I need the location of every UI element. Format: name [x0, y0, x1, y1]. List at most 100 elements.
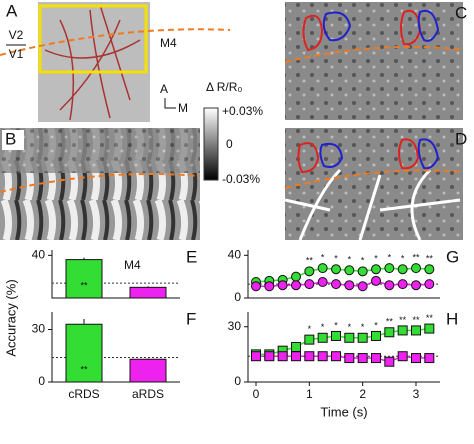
marker	[344, 265, 355, 276]
roi-blue	[319, 138, 440, 170]
significance: *	[374, 254, 378, 264]
marker	[397, 264, 408, 275]
marker	[384, 356, 395, 367]
x-tick-label: 3	[413, 387, 420, 401]
significance: **	[80, 280, 88, 290]
panel-letter: B	[5, 129, 16, 148]
significance: *	[321, 322, 325, 332]
significance: *	[308, 324, 312, 334]
marker	[291, 342, 301, 352]
marker	[304, 279, 315, 290]
border-line	[284, 169, 464, 189]
x-axis-label: Time (s)	[320, 404, 367, 419]
significance: **	[412, 253, 420, 263]
bar	[129, 286, 167, 299]
significance: *	[361, 322, 365, 332]
marker	[384, 280, 395, 291]
marker	[251, 351, 261, 362]
marker	[424, 279, 435, 290]
border-line	[0, 28, 231, 56]
significance: *	[334, 320, 338, 330]
bar	[129, 358, 167, 383]
panel-letter: D	[455, 129, 467, 148]
marker	[317, 277, 328, 287]
roi-box	[38, 4, 148, 74]
vessels	[44, 4, 141, 121]
marker	[424, 323, 435, 334]
x-tick-label: 1	[306, 387, 313, 401]
marker	[397, 351, 408, 362]
axis-a: A	[160, 82, 168, 96]
marker	[331, 264, 341, 275]
image-b-top	[0, 128, 200, 173]
axes	[247, 250, 440, 299]
marker	[411, 325, 421, 336]
marker	[344, 280, 355, 291]
marker	[331, 330, 341, 341]
marker	[331, 279, 341, 290]
marker	[277, 280, 288, 291]
significance: **	[80, 364, 88, 374]
significance: *	[388, 253, 392, 263]
panel-letter: G	[446, 247, 459, 266]
panel-letter: A	[6, 1, 18, 20]
bar	[65, 323, 103, 383]
significance: **	[426, 313, 434, 323]
marker	[371, 264, 381, 275]
significance: **	[412, 315, 420, 325]
v1-label: V1	[9, 47, 24, 61]
bar	[65, 259, 103, 299]
marker	[411, 353, 421, 364]
vessels	[284, 168, 461, 241]
y-tick-label: 0	[38, 374, 45, 388]
y-tick-label: 30	[228, 319, 242, 333]
marker	[411, 280, 421, 291]
marker	[304, 334, 315, 345]
colorbar-tick: 0	[226, 137, 233, 151]
panel-letter: E	[186, 247, 197, 266]
image-a	[38, 2, 150, 122]
axis-arrows	[164, 98, 176, 109]
colorbar-title: Δ R/R₀	[206, 80, 242, 94]
y-tick-label: 0	[234, 290, 241, 304]
roi-red	[302, 9, 422, 52]
roi-blue	[322, 9, 440, 42]
panel-letter: F	[186, 309, 196, 328]
significance: **	[386, 317, 394, 327]
marker	[357, 353, 368, 364]
marker	[357, 266, 368, 277]
colorbar-tick: +0.03%	[222, 104, 263, 118]
marker	[291, 271, 301, 282]
marker	[304, 351, 315, 362]
marker	[411, 263, 421, 274]
marker	[424, 353, 435, 364]
significance: *	[348, 322, 352, 332]
significance: **	[426, 254, 434, 264]
marker	[317, 332, 328, 343]
image-c	[285, 2, 463, 120]
significance: *	[348, 255, 352, 265]
significance: *	[334, 254, 338, 264]
marker	[371, 330, 381, 341]
x-tick-label: 0	[253, 387, 260, 401]
significance: *	[321, 253, 325, 263]
border-line	[284, 45, 464, 63]
marker	[317, 263, 328, 274]
marker	[344, 353, 355, 364]
marker	[264, 281, 275, 292]
significance: *	[374, 320, 378, 330]
panel-letter: C	[455, 3, 467, 22]
marker	[317, 351, 328, 362]
y-tick-label: 0	[234, 374, 241, 388]
marker	[291, 280, 301, 291]
marker	[357, 332, 368, 343]
x-tick-label: cRDS	[68, 387, 99, 401]
letter-bg	[2, 130, 24, 150]
marker	[371, 353, 381, 364]
significance: **	[306, 256, 314, 266]
axes	[247, 312, 440, 383]
significance: **	[399, 315, 407, 325]
y-tick-label: 40	[228, 248, 242, 262]
marker	[384, 327, 395, 338]
